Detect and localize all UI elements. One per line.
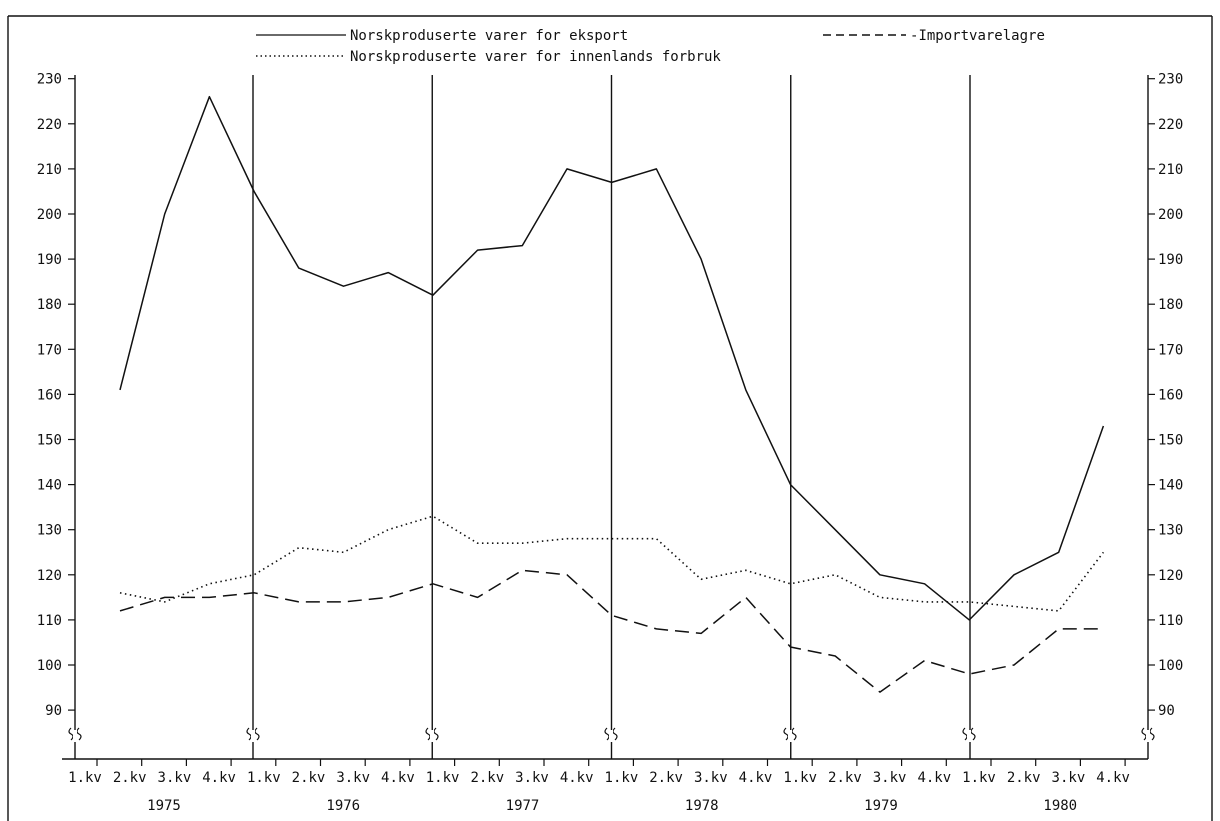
y-tick-label-right: 140	[1158, 478, 1183, 494]
y-tick-label-left: 220	[37, 117, 62, 133]
series-lines	[119, 95, 1105, 693]
y-tick-label-left: 110	[37, 613, 62, 629]
year-labels: 1975 1976 1977 1978 1979 1980	[147, 798, 1077, 814]
y-tick-label-right: 190	[1158, 252, 1183, 268]
break-mark	[604, 727, 618, 741]
year-label: 1975	[147, 798, 181, 814]
x-tick-label: 4.kv	[202, 770, 236, 786]
y-tick-label-right: 150	[1158, 433, 1183, 449]
break-mark	[962, 727, 976, 741]
y-tick-label-right: 110	[1158, 613, 1183, 629]
x-tick-labels: 1.kv 2.kv 3.kv 4.kv 1.kv 2.kv 3.kv 4.kv 1.kv 2.kv…	[68, 759, 1130, 786]
break-gap	[788, 730, 792, 742]
x-tick-label: 2.kv	[292, 770, 326, 786]
break-mark	[783, 727, 797, 741]
break-gap	[967, 730, 971, 742]
y-tick-label-right: 200	[1158, 207, 1183, 223]
legend-label-domestic: Norskproduserte varer for innenlands for…	[350, 49, 721, 65]
y-tick-label-right: 210	[1158, 162, 1183, 178]
y-tick-label-left: 230	[37, 72, 62, 88]
y-tick-label-right: 230	[1158, 72, 1183, 88]
x-tick-label: 3.kv	[515, 770, 549, 786]
x-tick-label: 1.kv	[783, 770, 817, 786]
plot-frame	[7, 15, 1213, 821]
y-tick-label-right: 170	[1158, 342, 1183, 358]
y-ticks: 90 90 100 100 110 110 120 120 130 130 140 140 150 150…	[37, 72, 1184, 719]
x-tick-label: 4.kv	[1096, 770, 1130, 786]
break-gap	[73, 730, 77, 742]
x-tick-label: 2.kv	[649, 770, 683, 786]
y-tick-label-right: 120	[1158, 568, 1183, 584]
break-gap	[430, 730, 434, 742]
y-tick-label-left: 130	[37, 523, 62, 539]
y-tick-label-right: 130	[1158, 523, 1183, 539]
x-tick-label: 2.kv	[1007, 770, 1041, 786]
break-gap	[251, 730, 255, 742]
year-label: 1979	[864, 798, 898, 814]
legend: Norskproduserte varer for eksport -Impor…	[256, 28, 1045, 65]
x-tick-label: 4.kv	[917, 770, 951, 786]
x-tick-label: 1.kv	[962, 770, 996, 786]
break-mark	[425, 727, 439, 741]
x-tick-label: 3.kv	[694, 770, 728, 786]
y-tick-label-left: 90	[45, 703, 62, 719]
x-tick-label: 2.kv	[470, 770, 504, 786]
x-tick-label: 1.kv	[247, 770, 281, 786]
y-tick-label-right: 180	[1158, 297, 1183, 313]
y-tick-label-left: 210	[37, 162, 62, 178]
series-line-export	[119, 95, 1105, 621]
axis-break-marks	[68, 727, 1155, 742]
x-tick-label: 4.kv	[739, 770, 773, 786]
x-tick-label: 3.kv	[158, 770, 192, 786]
year-label: 1976	[326, 798, 360, 814]
legend-label-import: -Importvarelagre	[910, 28, 1045, 44]
year-separators	[252, 75, 971, 759]
break-mark	[68, 727, 82, 741]
year-label: 1977	[506, 798, 540, 814]
break-mark	[246, 727, 260, 741]
y-tick-label-left: 140	[37, 478, 62, 494]
x-tick-label: 3.kv	[873, 770, 907, 786]
break-gap	[1146, 730, 1150, 742]
y-tick-label-right: 220	[1158, 117, 1183, 133]
year-label: 1980	[1043, 798, 1077, 814]
year-label: 1978	[685, 798, 719, 814]
y-tick-label-right: 90	[1158, 703, 1175, 719]
x-tick-label: 4.kv	[381, 770, 415, 786]
x-tick-label: 4.kv	[560, 770, 594, 786]
y-tick-label-left: 160	[37, 387, 62, 403]
y-tick-label-right: 100	[1158, 658, 1183, 674]
y-tick-label-left: 200	[37, 207, 62, 223]
x-tick-label: 1.kv	[68, 770, 102, 786]
x-tick-label: 2.kv	[828, 770, 862, 786]
y-tick-label-left: 190	[37, 252, 62, 268]
x-tick-label: 1.kv	[605, 770, 639, 786]
x-tick-label: 1.kv	[426, 770, 460, 786]
y-tick-label-left: 170	[37, 342, 62, 358]
x-tick-label: 3.kv	[336, 770, 370, 786]
y-tick-label-left: 180	[37, 297, 62, 313]
break-gap	[609, 730, 613, 742]
y-tick-label-left: 150	[37, 433, 62, 449]
y-tick-label-left: 100	[37, 658, 62, 674]
break-mark	[1141, 727, 1155, 741]
legend-label-export: Norskproduserte varer for eksport	[350, 28, 628, 44]
x-tick-label: 3.kv	[1052, 770, 1086, 786]
series-line-import	[119, 569, 1104, 693]
y-tick-label-left: 120	[37, 568, 62, 584]
y-tick-label-right: 160	[1158, 387, 1183, 403]
x-tick-label: 2.kv	[113, 770, 147, 786]
